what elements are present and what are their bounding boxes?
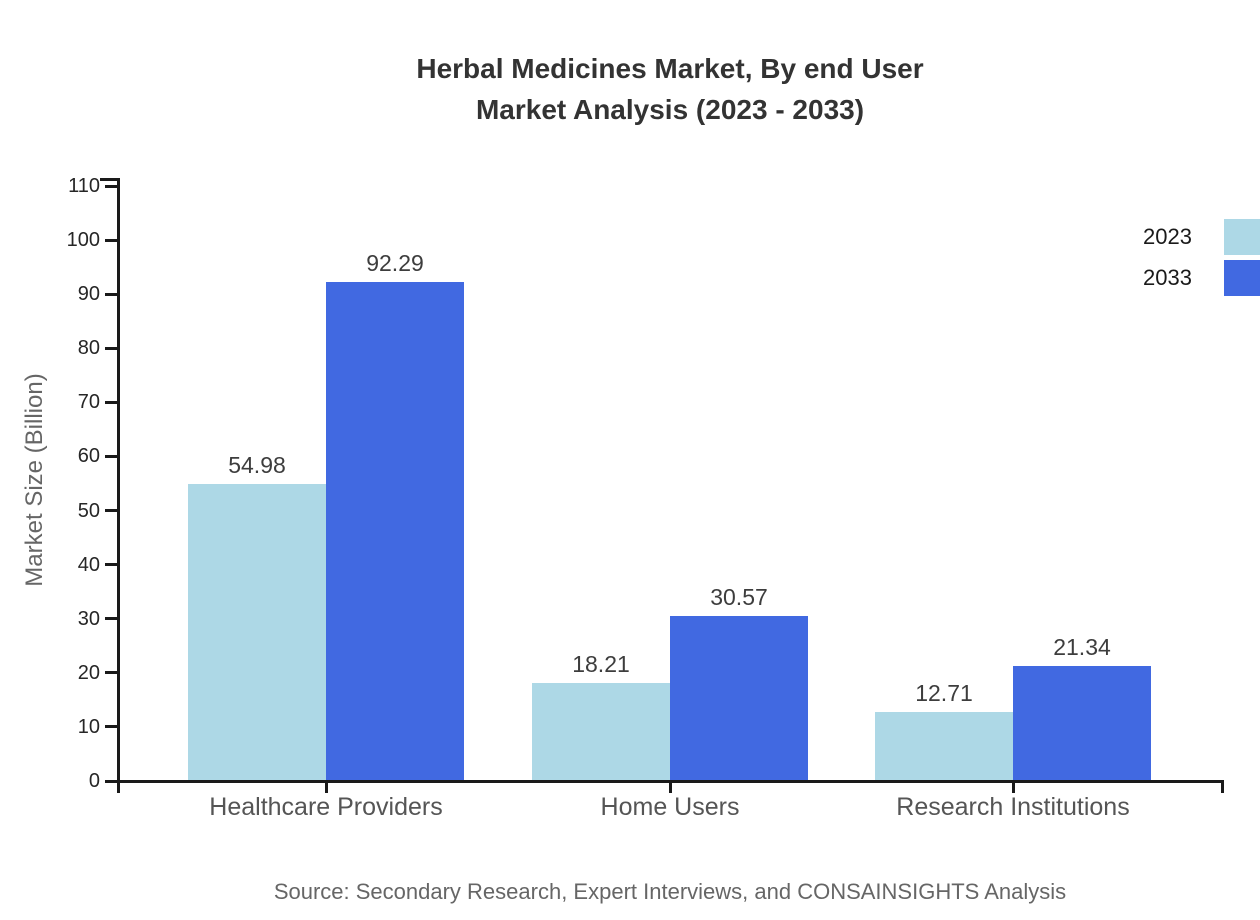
y-tick-10 (105, 725, 118, 729)
y-tick-100 (105, 238, 118, 242)
x-tick-4 (1220, 780, 1224, 793)
legend-label-2023: 2023 (1143, 224, 1192, 249)
bar-2033-research-institutions (1013, 665, 1151, 781)
y-tick-label-90: 90 (77, 283, 100, 306)
legend-swatch-2033 (1224, 260, 1260, 296)
value-label-2033-home-users: 30.57 (710, 583, 768, 610)
category-label-healthcare-providers: Healthcare Providers (209, 793, 443, 821)
x-tick-1 (324, 780, 328, 793)
y-axis-line (117, 179, 120, 783)
x-tick-0 (116, 780, 120, 793)
y-tick-40 (105, 563, 118, 567)
y-tick-label-70: 70 (77, 391, 100, 414)
y-tick-70 (105, 400, 118, 404)
bar-2023-home-users (532, 682, 670, 781)
y-tick-label-20: 20 (77, 661, 100, 684)
chart-title: Herbal Medicines Market, By end User Mar… (118, 48, 1222, 130)
value-label-2033-healthcare-providers: 92.29 (366, 249, 424, 276)
y-tick-label-30: 30 (77, 607, 100, 630)
x-tick-3 (1011, 780, 1015, 793)
y-tick-60 (105, 454, 118, 458)
legend-item-2023: 2023 (1143, 219, 1260, 255)
y-axis-end-cap (100, 178, 120, 181)
y-tick-label-10: 10 (77, 715, 100, 738)
value-label-2023-research-institutions: 12.71 (915, 680, 973, 707)
value-label-2023-healthcare-providers: 54.98 (228, 451, 286, 478)
chart-title-line-1: Herbal Medicines Market, By end User (416, 53, 924, 84)
source-note: Source: Secondary Research, Expert Inter… (273, 879, 1067, 904)
y-tick-label-50: 50 (77, 499, 100, 522)
y-tick-label-100: 100 (66, 229, 100, 252)
y-tick-30 (105, 617, 118, 621)
legend-label-2033: 2033 (1143, 265, 1192, 290)
x-axis-line (110, 780, 1222, 783)
y-tick-50 (105, 509, 118, 513)
y-tick-label-80: 80 (77, 337, 100, 360)
value-label-2033-research-institutions: 21.34 (1053, 633, 1111, 660)
category-label-research-institutions: Research Institutions (896, 793, 1130, 821)
value-label-2023-home-users: 18.21 (572, 650, 630, 677)
legend: 2023 2033 (1143, 219, 1260, 296)
y-tick-label-110: 110 (68, 175, 100, 197)
y-tick-90 (105, 292, 118, 296)
y-tick-label-0: 0 (88, 770, 100, 792)
bar-2023-healthcare-providers (188, 483, 326, 781)
bar-2033-healthcare-providers (326, 281, 464, 781)
x-tick-2 (668, 780, 672, 793)
bar-2023-research-institutions (875, 712, 1013, 781)
y-tick-label-40: 40 (77, 553, 100, 576)
y-tick-label-60: 60 (77, 445, 100, 468)
category-label-home-users: Home Users (600, 793, 740, 821)
y-tick-80 (105, 346, 118, 350)
y-tick-110 (105, 184, 118, 188)
y-tick-20 (105, 671, 118, 675)
legend-swatch-2023 (1224, 219, 1260, 255)
chart-title-line-2: Market Analysis (2023 - 2033) (475, 94, 865, 125)
legend-item-2033: 2033 (1143, 260, 1260, 296)
bar-2033-home-users (670, 615, 808, 781)
